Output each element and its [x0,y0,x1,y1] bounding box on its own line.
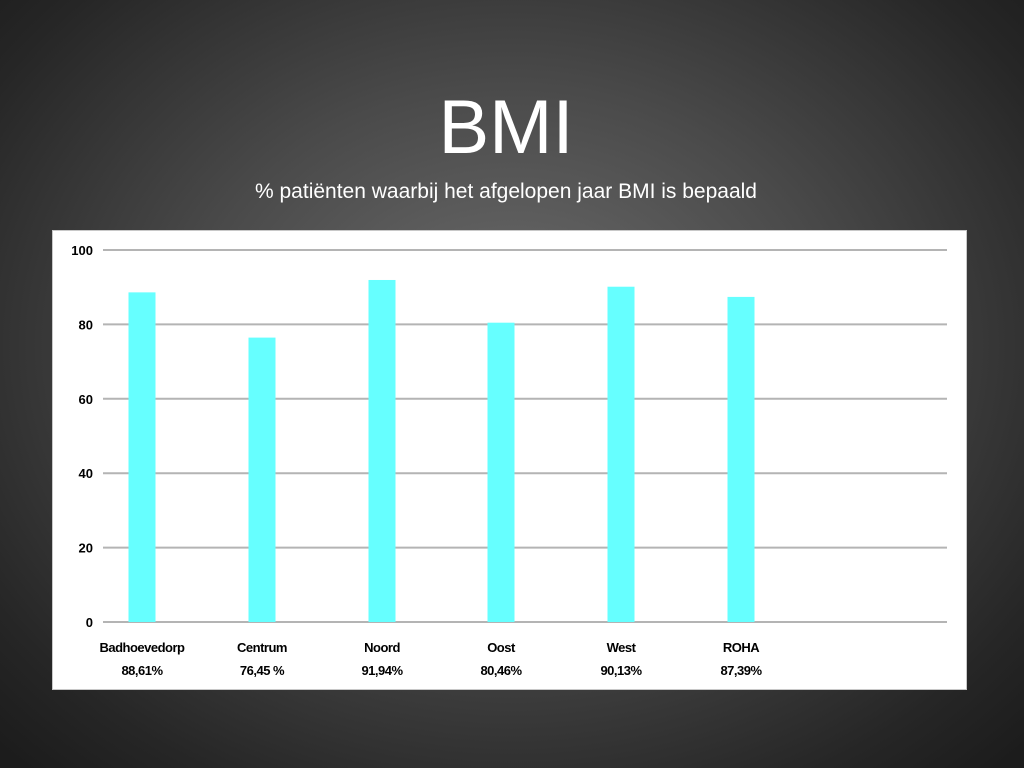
bar-oost [487,322,515,622]
category-label: West [607,640,637,655]
y-tick-label: 100 [71,243,93,258]
gridlines [103,249,947,623]
value-label: 76,45 % [240,663,285,678]
y-tick-label: 0 [86,615,93,630]
y-axis-ticks: 0 20 40 60 80 100 [71,243,93,630]
bar-centrum [248,337,276,622]
y-tick-label: 20 [79,541,93,556]
chart-panel: 0 20 40 60 80 100 Badhoevedorp 88,61% Centrum 76… [52,230,967,690]
bars [128,279,755,622]
value-label: 88,61% [121,663,163,678]
slide-subtitle: % patiënten waarbij het afgelopen jaar B… [255,180,757,203]
y-tick-label: 40 [79,466,93,481]
category-label: Oost [487,640,516,655]
value-label: 91,94% [361,663,403,678]
y-tick-label: 80 [79,317,93,332]
category-label: Noord [364,640,400,655]
bar-chart: 0 20 40 60 80 100 Badhoevedorp 88,61% Centrum 76… [71,243,947,678]
y-tick-label: 60 [79,392,93,407]
value-label: 87,39% [720,663,762,678]
x-axis-labels: Badhoevedorp 88,61% Centrum 76,45 % Noord 91,… [99,640,762,678]
bar-west [607,286,635,622]
category-label: ROHA [723,640,760,655]
bar-noord [368,279,396,622]
bar-roha [727,296,755,622]
category-label: Badhoevedorp [99,640,185,655]
category-label: Centrum [237,640,287,655]
value-label: 80,46% [480,663,522,678]
bar-badhoevedorp [128,292,156,622]
value-label: 90,13% [600,663,642,678]
slide-title: BMI [438,85,574,170]
